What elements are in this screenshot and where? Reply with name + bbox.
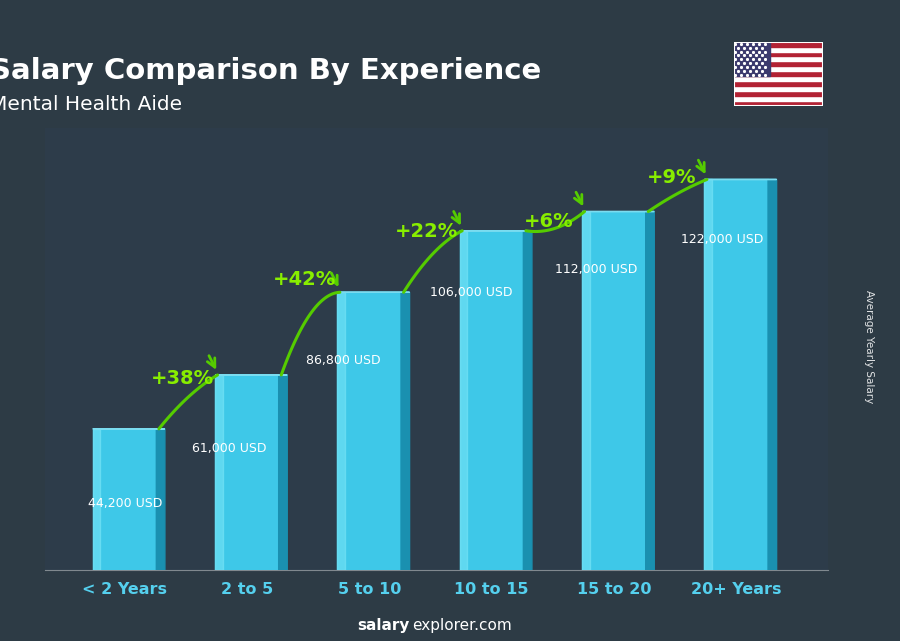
Bar bbox=[734, 71, 824, 76]
Text: 86,800 USD: 86,800 USD bbox=[306, 354, 380, 367]
Bar bbox=[734, 101, 824, 106]
Text: +22%: +22% bbox=[395, 222, 458, 241]
Text: 122,000 USD: 122,000 USD bbox=[681, 233, 763, 246]
Bar bbox=[734, 42, 824, 47]
Text: Mental Health Aide: Mental Health Aide bbox=[0, 95, 183, 114]
Bar bbox=[734, 76, 824, 81]
Polygon shape bbox=[279, 375, 287, 570]
Bar bbox=[338, 292, 345, 570]
Text: +42%: +42% bbox=[273, 270, 336, 289]
Polygon shape bbox=[768, 179, 777, 570]
Bar bbox=[338, 292, 401, 570]
Bar bbox=[582, 212, 590, 570]
Bar bbox=[734, 81, 824, 86]
Bar bbox=[734, 51, 824, 56]
Text: +6%: +6% bbox=[525, 212, 574, 231]
Bar bbox=[582, 212, 645, 570]
Polygon shape bbox=[645, 212, 654, 570]
Bar bbox=[705, 179, 712, 570]
Bar bbox=[734, 56, 824, 62]
Text: Salary Comparison By Experience: Salary Comparison By Experience bbox=[0, 58, 542, 85]
Text: 112,000 USD: 112,000 USD bbox=[555, 263, 637, 276]
Bar bbox=[734, 86, 824, 91]
Text: 44,200 USD: 44,200 USD bbox=[88, 497, 162, 510]
Bar bbox=[734, 66, 824, 71]
Bar bbox=[460, 231, 524, 570]
Bar bbox=[705, 179, 768, 570]
Polygon shape bbox=[524, 231, 532, 570]
Bar bbox=[215, 375, 222, 570]
Bar bbox=[734, 96, 824, 101]
Bar bbox=[734, 47, 824, 51]
Text: explorer.com: explorer.com bbox=[412, 619, 512, 633]
Bar bbox=[734, 42, 770, 76]
Text: Average Yearly Salary: Average Yearly Salary bbox=[863, 290, 874, 403]
Text: +9%: +9% bbox=[647, 168, 697, 187]
Text: +38%: +38% bbox=[150, 369, 213, 388]
Polygon shape bbox=[401, 292, 410, 570]
Bar bbox=[460, 231, 467, 570]
Text: 106,000 USD: 106,000 USD bbox=[430, 286, 513, 299]
Polygon shape bbox=[157, 429, 165, 570]
Bar bbox=[215, 375, 279, 570]
Bar bbox=[93, 429, 157, 570]
Bar bbox=[93, 429, 100, 570]
Text: salary: salary bbox=[357, 619, 410, 633]
Bar bbox=[734, 62, 824, 66]
Text: 61,000 USD: 61,000 USD bbox=[192, 442, 266, 455]
Bar bbox=[734, 91, 824, 96]
